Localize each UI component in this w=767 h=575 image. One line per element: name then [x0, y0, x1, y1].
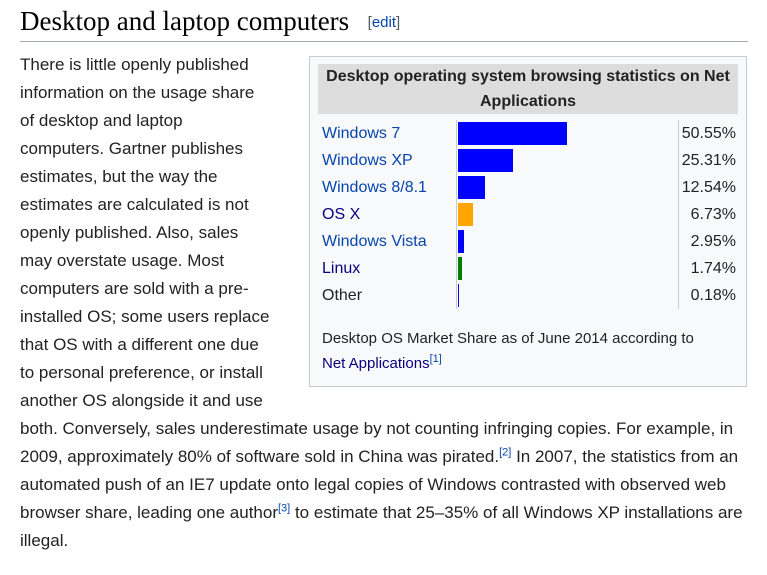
paragraph-line: another OS alongside it and use — [20, 391, 263, 410]
os-row-linux: Linux 1.74% — [310, 255, 746, 282]
os-row-windows-vista: Windows Vista 2.95% — [310, 228, 746, 255]
body-paragraph: both. Conversely, sales underestimate us… — [20, 415, 748, 555]
paragraph-line: computers. Gartner publishes — [20, 139, 243, 158]
reference-link-1[interactable]: [1] — [429, 353, 442, 365]
paragraph-line: of desktop and laptop — [20, 111, 183, 130]
percent-windows-7: 50.55% — [681, 125, 736, 142]
edit-section: [edit] — [368, 14, 401, 31]
infobox-caption: Desktop OS Market Share as of June 2014 … — [322, 326, 738, 376]
paragraph-line: information on the usage share — [20, 83, 255, 102]
os-row-windows-7: Windows 7 50.55% — [310, 120, 746, 147]
os-stats-infobox: Desktop operating system browsing statis… — [309, 56, 747, 387]
os-link-windows-xp[interactable]: Windows XP — [322, 152, 413, 169]
percent-windows-xp: 25.31% — [681, 152, 736, 169]
caption-text: Desktop OS Market Share as of June 2014 … — [322, 330, 694, 347]
paragraph-line: openly published. Also, sales — [20, 223, 239, 242]
percent-os-x: 6.73% — [690, 206, 736, 223]
reference-1: [1] — [430, 353, 442, 365]
paragraph-text-3: to estimate that 25–35% of all Windows X… — [20, 503, 743, 550]
os-row-other: Other 0.18% — [310, 282, 746, 309]
intro-paragraph: There is little openly published informa… — [20, 51, 290, 415]
paragraph-text-2: In 2007, the statistics from an automate… — [20, 447, 739, 522]
bar-windows-xp — [458, 149, 513, 172]
paragraph-line: estimates are calculated is not — [20, 195, 249, 214]
percent-windows-8: 12.54% — [681, 179, 736, 196]
infobox-title: Desktop operating system browsing statis… — [318, 64, 738, 114]
os-link-linux[interactable]: Linux — [322, 260, 361, 277]
edit-open-bracket: [ — [367, 14, 372, 31]
paragraph-line: There is little openly published — [20, 55, 249, 74]
paragraph-line: to personal preference, or install — [20, 363, 263, 382]
bar-other — [458, 284, 459, 307]
reference-link-2[interactable]: [2] — [499, 446, 512, 459]
section-title: Desktop and laptop computers — [20, 6, 350, 36]
bar-windows-7 — [458, 122, 568, 145]
column-divider — [678, 120, 679, 309]
bar-cell — [456, 255, 678, 282]
bar-windows-vista — [458, 230, 465, 253]
bar-cell — [456, 120, 678, 147]
paragraph-text-1: both. Conversely, sales underestimate us… — [20, 419, 734, 466]
section-heading: Desktop and laptop computers [edit] — [20, 4, 748, 42]
reference-2: [2] — [499, 446, 511, 458]
bar-cell — [456, 174, 678, 201]
bar-cell — [456, 228, 678, 255]
bar-cell — [456, 201, 678, 228]
paragraph-line: may overstate usage. Most — [20, 251, 225, 270]
paragraph-line: estimates, but the way the — [20, 167, 218, 186]
os-link-windows-vista[interactable]: Windows Vista — [322, 233, 427, 250]
bar-os-x — [458, 203, 473, 226]
paragraph-line: that OS with a different one due — [20, 335, 259, 354]
paragraph-line: installed OS; some users replace — [20, 307, 270, 326]
os-row-os-x: OS X 6.73% — [310, 201, 746, 228]
os-label-other: Other — [322, 287, 363, 304]
column-divider — [456, 120, 457, 309]
bar-linux — [458, 257, 462, 280]
reference-link-3[interactable]: [3] — [278, 502, 291, 515]
percent-linux: 1.74% — [690, 260, 736, 277]
bar-windows-8 — [458, 176, 486, 199]
os-row-windows-8: Windows 8/8.1 12.54% — [310, 174, 746, 201]
bar-cell — [456, 147, 678, 174]
os-link-windows-8[interactable]: Windows 8/8.1 — [322, 179, 427, 196]
percent-windows-vista: 2.95% — [690, 233, 736, 250]
percent-other: 0.18% — [690, 287, 736, 304]
bar-cell — [456, 282, 678, 309]
net-applications-link[interactable]: Net Applications — [322, 355, 430, 372]
os-link-os-x[interactable]: OS X — [322, 206, 361, 223]
os-row-windows-xp: Windows XP 25.31% — [310, 147, 746, 174]
os-link-windows-7[interactable]: Windows 7 — [322, 125, 401, 142]
paragraph-line: computers are sold with a pre- — [20, 279, 249, 298]
reference-3: [3] — [278, 502, 290, 514]
edit-link[interactable]: edit — [371, 14, 396, 31]
edit-close-bracket: ] — [396, 14, 401, 31]
